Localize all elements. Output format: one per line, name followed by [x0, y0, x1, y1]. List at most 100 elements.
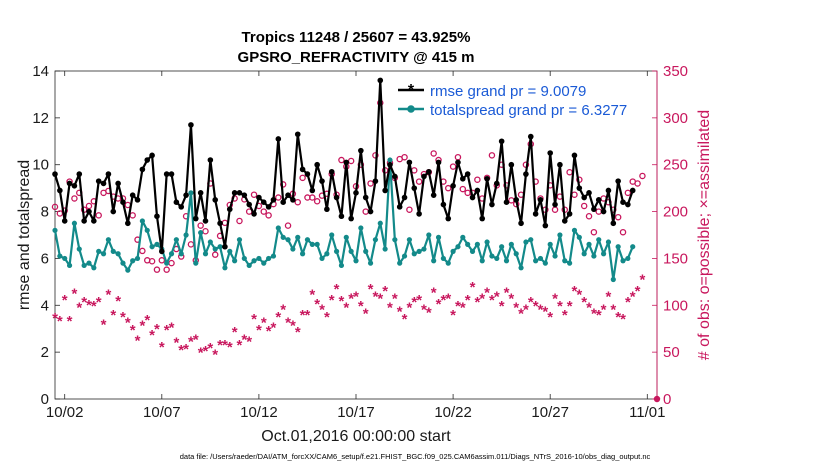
y-right-tick-label: 150 — [663, 250, 688, 267]
rmse-point — [154, 213, 160, 220]
rmse-point — [81, 218, 87, 224]
totalspread-point — [134, 255, 141, 262]
rmse-point — [392, 173, 398, 180]
assimilated-point: * — [91, 298, 97, 315]
rmse-point — [605, 187, 612, 194]
totalspread-point — [212, 246, 218, 252]
legend-rmse-label: rmse grand pr = 9.0079 — [430, 83, 586, 100]
totalspread-point — [81, 262, 87, 269]
rmse-point — [183, 192, 189, 198]
totalspread-point — [392, 237, 398, 243]
totalspread-point — [363, 248, 369, 254]
assimilated-point: * — [416, 292, 422, 309]
totalspread-point — [333, 248, 340, 254]
assimilated-point: * — [591, 305, 597, 322]
possible-point — [309, 194, 316, 201]
assimilated-point: * — [203, 343, 209, 360]
assimilated-point: * — [348, 290, 354, 307]
assimilated-point: * — [494, 288, 500, 305]
y-axis-left-ticks: 0 2 4 6 8 10 12 14 — [32, 63, 60, 408]
x-tick-label: 10/17 — [337, 404, 375, 421]
totalspread-point — [241, 255, 247, 262]
y-left-tick-label: 10 — [32, 157, 49, 174]
rmse-point — [503, 199, 510, 205]
assimilated-point: * — [615, 309, 621, 326]
totalspread-point — [562, 258, 568, 264]
possible-point — [372, 152, 379, 159]
assimilated-point: * — [261, 315, 267, 332]
assimilated-point: * — [110, 307, 116, 324]
totalspread-point — [319, 255, 325, 262]
totalspread-point — [348, 248, 354, 254]
assimilated-point: * — [426, 304, 432, 321]
totalspread-point — [139, 218, 145, 224]
assimilated-point: * — [305, 307, 311, 324]
assimilated-point: * — [470, 279, 476, 296]
assimilated-point: * — [402, 311, 408, 328]
totalspread-point — [261, 260, 267, 266]
totalspread-point — [620, 258, 626, 264]
rmse-point — [362, 194, 369, 201]
assimilated-point: * — [353, 288, 359, 305]
rmse-point — [149, 152, 155, 159]
y-left-tick-label: 12 — [32, 110, 49, 127]
right-axis-origin-marker — [653, 395, 661, 403]
totalspread-point — [285, 237, 291, 243]
assimilated-point: * — [266, 323, 272, 340]
rmse-point — [217, 220, 223, 227]
rmse-point — [314, 161, 320, 168]
assimilated-point: * — [334, 281, 340, 298]
possible-point — [639, 172, 646, 180]
assimilated-point: * — [406, 300, 412, 317]
totalspread-point — [295, 234, 301, 240]
rmse-point — [625, 201, 631, 208]
totalspread-point — [232, 258, 238, 264]
assimilated-point: * — [586, 300, 592, 317]
possible-point — [444, 184, 452, 192]
assimilated-point: * — [339, 293, 345, 310]
assimilated-point: * — [52, 310, 58, 327]
assimilated-point: * — [460, 300, 466, 317]
rmse-point — [561, 218, 568, 224]
possible-point — [634, 180, 641, 187]
series-rmse — [52, 77, 636, 255]
totalspread-point — [324, 251, 330, 257]
possible-point — [211, 251, 219, 258]
rmse-point — [527, 133, 534, 140]
assimilated-point: * — [440, 292, 446, 309]
possible-point — [158, 257, 166, 264]
assimilated-point: * — [538, 302, 544, 319]
rmse-point — [256, 194, 262, 201]
assimilated-point: * — [309, 287, 315, 304]
assimilated-point: * — [465, 292, 471, 309]
rmse-point — [333, 194, 340, 201]
rmse-point — [91, 218, 97, 224]
totalspread-point — [96, 248, 102, 254]
possible-point — [265, 212, 272, 219]
totalspread-point — [474, 241, 480, 247]
possible-point — [250, 191, 258, 198]
rmse-point — [610, 220, 617, 227]
y-right-tick-label: 350 — [663, 63, 688, 80]
totalspread-point — [173, 237, 179, 243]
possible-point — [163, 266, 170, 273]
totalspread-point — [625, 255, 631, 262]
x-axis-ticks: 10/02 10/07 10/12 10/17 10/22 10/27 11/01 — [46, 71, 666, 421]
totalspread-point — [416, 248, 422, 254]
rmse-point — [440, 201, 447, 208]
rmse-point — [566, 211, 573, 217]
assimilated-point: * — [397, 303, 403, 320]
assimilated-point: * — [135, 332, 141, 349]
totalspread-point — [183, 232, 189, 238]
rmse-point — [260, 199, 267, 205]
totalspread-point — [372, 237, 379, 243]
rmse-point — [115, 180, 121, 187]
assimilated-point: * — [314, 296, 320, 313]
assimilated-point: * — [149, 327, 155, 344]
x-tick-label: 10/12 — [240, 404, 278, 421]
rmse-point — [348, 215, 354, 222]
assimilated-point: * — [392, 290, 398, 307]
rmse-point — [241, 192, 248, 198]
rmse-point — [280, 199, 286, 205]
assimilated-point: * — [372, 288, 378, 305]
